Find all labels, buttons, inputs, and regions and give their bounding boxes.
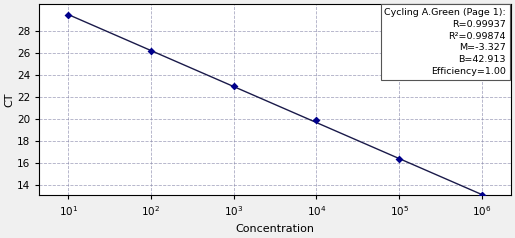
Point (395, 158, 403, 161)
Point (312, 118, 320, 122)
X-axis label: Concentration: Concentration (235, 224, 315, 234)
Point (147, 49, 155, 53)
Point (64, 13, 72, 17)
Text: Cycling A.Green (Page 1):
R=0.99937
R²=0.99874
M=-3.327
B=42.913
Efficiency=1.00: Cycling A.Green (Page 1): R=0.99937 R²=0… (384, 8, 506, 76)
Point (478, 193, 486, 197)
Y-axis label: CT: CT (4, 93, 14, 107)
Point (230, 84, 238, 88)
